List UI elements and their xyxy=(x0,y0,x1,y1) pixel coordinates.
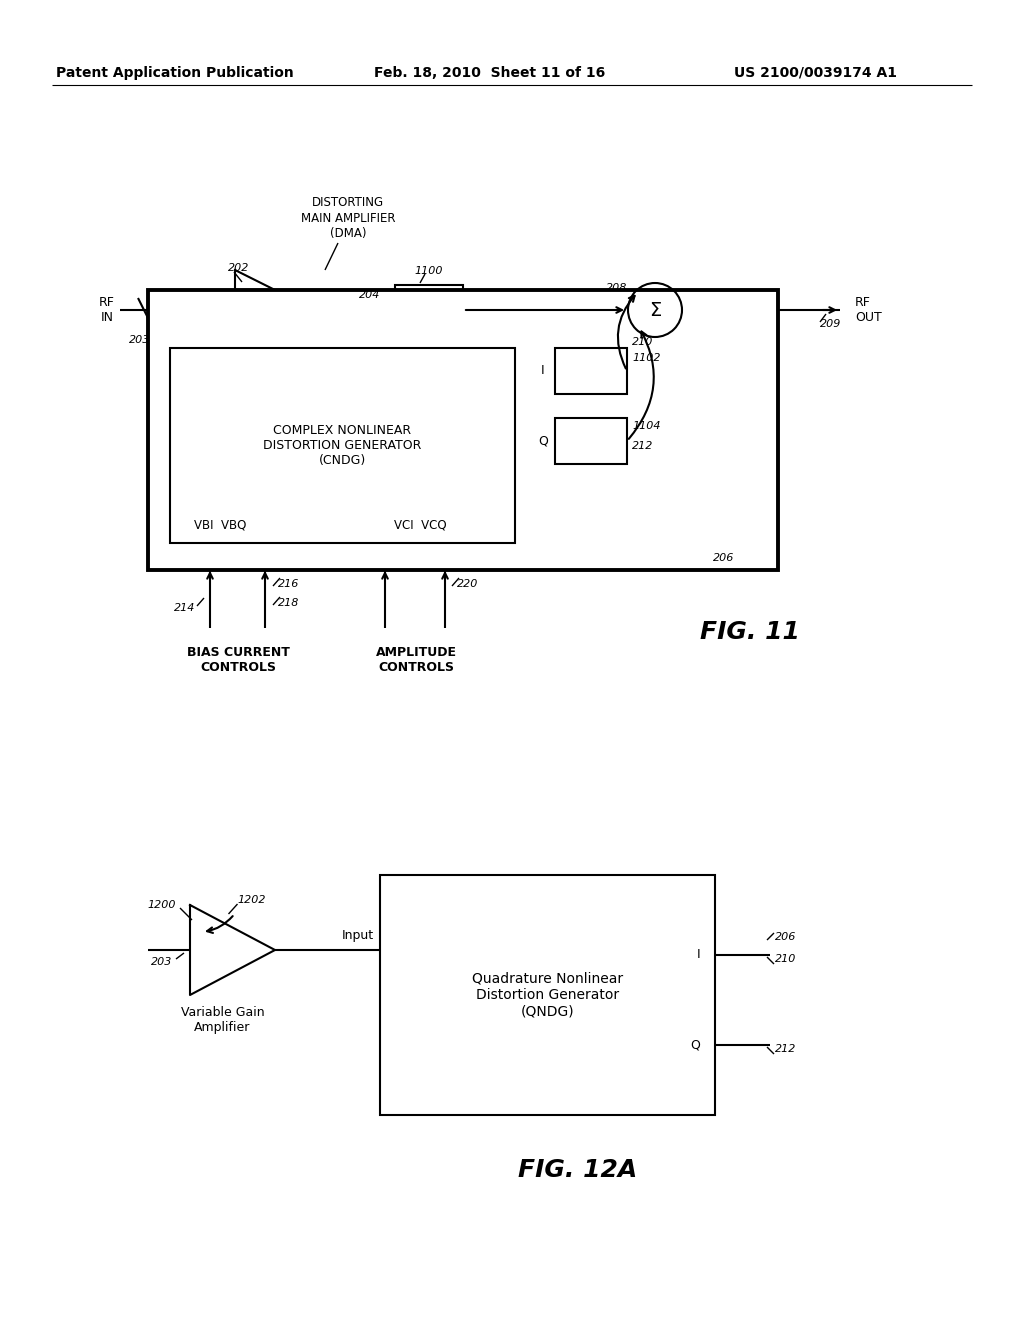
Text: BIAS CURRENT
CONTROLS: BIAS CURRENT CONTROLS xyxy=(186,645,290,675)
Text: 1104: 1104 xyxy=(632,421,660,432)
Text: COMPLEX NONLINEAR
DISTORTION GENERATOR
(CNDG): COMPLEX NONLINEAR DISTORTION GENERATOR (… xyxy=(263,424,422,467)
Text: 209: 209 xyxy=(820,319,842,329)
Text: AMPLITUDE
CONTROLS: AMPLITUDE CONTROLS xyxy=(376,645,457,675)
Text: RF
IN: RF IN xyxy=(99,296,115,323)
Text: RF
OUT: RF OUT xyxy=(855,296,882,323)
Bar xyxy=(380,875,715,1115)
Text: 1202: 1202 xyxy=(238,895,266,906)
Text: DISTORTING
MAIN AMPLIFIER
(DMA): DISTORTING MAIN AMPLIFIER (DMA) xyxy=(301,197,395,239)
Bar xyxy=(148,290,778,570)
Bar xyxy=(395,285,463,335)
Text: 203: 203 xyxy=(151,957,172,968)
Text: 212: 212 xyxy=(775,1044,797,1053)
Text: VBI  VBQ: VBI VBQ xyxy=(194,519,246,532)
Text: US 2100/0039174 A1: US 2100/0039174 A1 xyxy=(733,66,896,81)
Text: Variable Gain
Amplifier: Variable Gain Amplifier xyxy=(180,1006,264,1034)
Text: Q: Q xyxy=(690,1039,700,1052)
Text: Patent Application Publication: Patent Application Publication xyxy=(56,66,294,81)
Text: 1200: 1200 xyxy=(147,900,176,909)
Text: VCI  VCQ: VCI VCQ xyxy=(393,519,446,532)
Text: 216: 216 xyxy=(278,579,299,589)
Text: 206: 206 xyxy=(713,553,734,564)
Text: 208: 208 xyxy=(605,282,627,293)
Text: 220: 220 xyxy=(457,579,478,589)
Text: 206: 206 xyxy=(775,932,797,942)
Text: Feb. 18, 2010  Sheet 11 of 16: Feb. 18, 2010 Sheet 11 of 16 xyxy=(375,66,605,81)
Bar xyxy=(170,348,515,543)
Text: 202: 202 xyxy=(228,263,250,273)
Text: Input: Input xyxy=(342,929,374,942)
Text: I: I xyxy=(696,949,700,961)
Text: 203: 203 xyxy=(129,335,151,345)
Text: 218: 218 xyxy=(278,598,299,609)
Bar xyxy=(555,418,627,465)
Text: 1102: 1102 xyxy=(632,352,660,363)
Text: FIG. 11: FIG. 11 xyxy=(700,620,800,644)
Text: 210: 210 xyxy=(775,954,797,964)
Text: I: I xyxy=(542,364,545,378)
Text: Quadrature Nonlinear
Distortion Generator
(QNDG): Quadrature Nonlinear Distortion Generato… xyxy=(472,972,623,1018)
Text: Σ: Σ xyxy=(649,301,662,319)
Bar xyxy=(555,348,627,393)
Text: 212: 212 xyxy=(632,441,653,451)
Text: 214: 214 xyxy=(174,603,195,612)
Text: 210: 210 xyxy=(632,337,653,347)
Text: Q: Q xyxy=(538,434,548,447)
Text: FIG. 12A: FIG. 12A xyxy=(518,1158,637,1181)
Text: 1100: 1100 xyxy=(415,267,443,276)
Text: 204: 204 xyxy=(359,290,381,300)
